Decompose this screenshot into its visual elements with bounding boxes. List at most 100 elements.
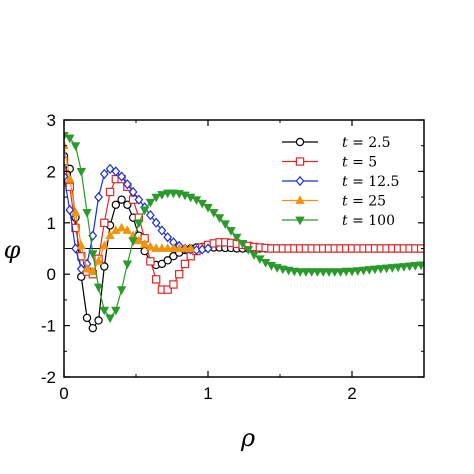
data-point	[232, 233, 242, 243]
data-point	[416, 244, 424, 253]
data-point	[157, 243, 167, 252]
y-tick-label: 2	[47, 162, 56, 181]
data-point	[151, 275, 161, 284]
data-point	[99, 240, 110, 250]
data-point	[70, 207, 81, 216]
data-point	[151, 193, 161, 203]
data-point	[157, 225, 167, 236]
legend-marker	[295, 216, 305, 226]
legend-marker	[295, 137, 305, 147]
data-point	[169, 280, 178, 289]
data-point	[364, 266, 374, 275]
data-point	[203, 203, 213, 213]
data-point	[214, 214, 225, 223]
y-axis-label: φ	[4, 236, 21, 264]
data-point	[151, 243, 161, 252]
data-point	[180, 259, 190, 269]
legend-entry: t = 2.5	[282, 135, 391, 151]
data-point	[295, 268, 305, 277]
data-point	[99, 306, 110, 316]
data-point	[117, 171, 126, 182]
data-point	[76, 263, 86, 275]
data-point	[163, 256, 172, 265]
y-tick-label: 3	[47, 111, 56, 130]
data-point	[358, 266, 369, 276]
data-point	[65, 182, 74, 192]
legend-marker	[295, 195, 305, 204]
data-point	[330, 268, 340, 277]
data-point	[93, 283, 104, 293]
legend: t = 2.5 t = 5 t = 12.5 t = 25 t = 100	[282, 135, 399, 229]
data-point	[111, 200, 121, 210]
data-point	[404, 262, 415, 272]
data-point	[65, 173, 75, 183]
legend-label: t = 2.5	[342, 135, 391, 151]
data-point	[82, 263, 92, 273]
data-point	[139, 239, 150, 248]
data-point	[324, 268, 334, 277]
data-point	[399, 263, 409, 272]
data-point	[306, 268, 317, 277]
data-point	[105, 187, 115, 197]
data-point	[163, 232, 173, 243]
data-point	[100, 218, 109, 227]
data-point	[134, 219, 144, 229]
data-point	[88, 266, 98, 276]
data-point	[94, 191, 103, 203]
y-tick-label: -2	[41, 368, 56, 387]
data-point	[145, 198, 156, 208]
x-axis-label: ρ	[240, 424, 255, 452]
data-point	[76, 168, 86, 177]
series-2	[64, 163, 213, 275]
data-point	[82, 313, 92, 323]
axis-ticks-group: 0 1 2 -2 -1 0 1 2 3	[41, 111, 424, 403]
data-point	[82, 209, 92, 218]
data-point	[122, 260, 133, 270]
data-point	[416, 261, 424, 271]
series-4	[64, 132, 424, 324]
data-point	[209, 209, 219, 218]
data-point	[387, 264, 398, 273]
data-point	[134, 235, 144, 245]
data-point	[335, 268, 346, 277]
data-point	[64, 171, 69, 182]
legend-label: t = 100	[342, 213, 395, 229]
data-point	[88, 323, 98, 333]
data-point	[180, 243, 190, 252]
data-point	[168, 243, 179, 252]
data-point	[116, 222, 127, 232]
data-point	[145, 241, 156, 251]
data-point	[353, 267, 363, 276]
data-point	[93, 256, 104, 265]
data-point	[70, 142, 81, 151]
data-point	[203, 243, 213, 254]
legend-marker	[295, 157, 305, 166]
y-tick-label: 0	[47, 265, 56, 284]
legend-entry: t = 5	[282, 155, 377, 171]
data-point	[157, 191, 167, 200]
data-point	[318, 268, 328, 277]
data-point	[312, 268, 323, 277]
data-point	[134, 194, 144, 205]
legend-label: t = 12.5	[342, 174, 399, 190]
data-point	[128, 237, 138, 247]
y-tick-label: -1	[41, 317, 56, 336]
data-point	[174, 243, 184, 252]
data-point	[376, 265, 386, 274]
data-point	[64, 140, 69, 150]
data-point	[146, 209, 155, 221]
data-point	[301, 268, 311, 277]
data-point	[347, 267, 357, 277]
y-tick-label: 1	[47, 214, 56, 233]
data-point	[393, 263, 403, 273]
data-point	[111, 306, 121, 316]
data-point	[370, 265, 380, 275]
legend-marker	[295, 175, 305, 187]
legend-label: t = 5	[342, 155, 377, 171]
data-point	[146, 257, 155, 266]
data-point	[237, 239, 248, 249]
data-point	[220, 220, 230, 230]
data-point	[111, 166, 121, 177]
data-point	[94, 316, 103, 325]
